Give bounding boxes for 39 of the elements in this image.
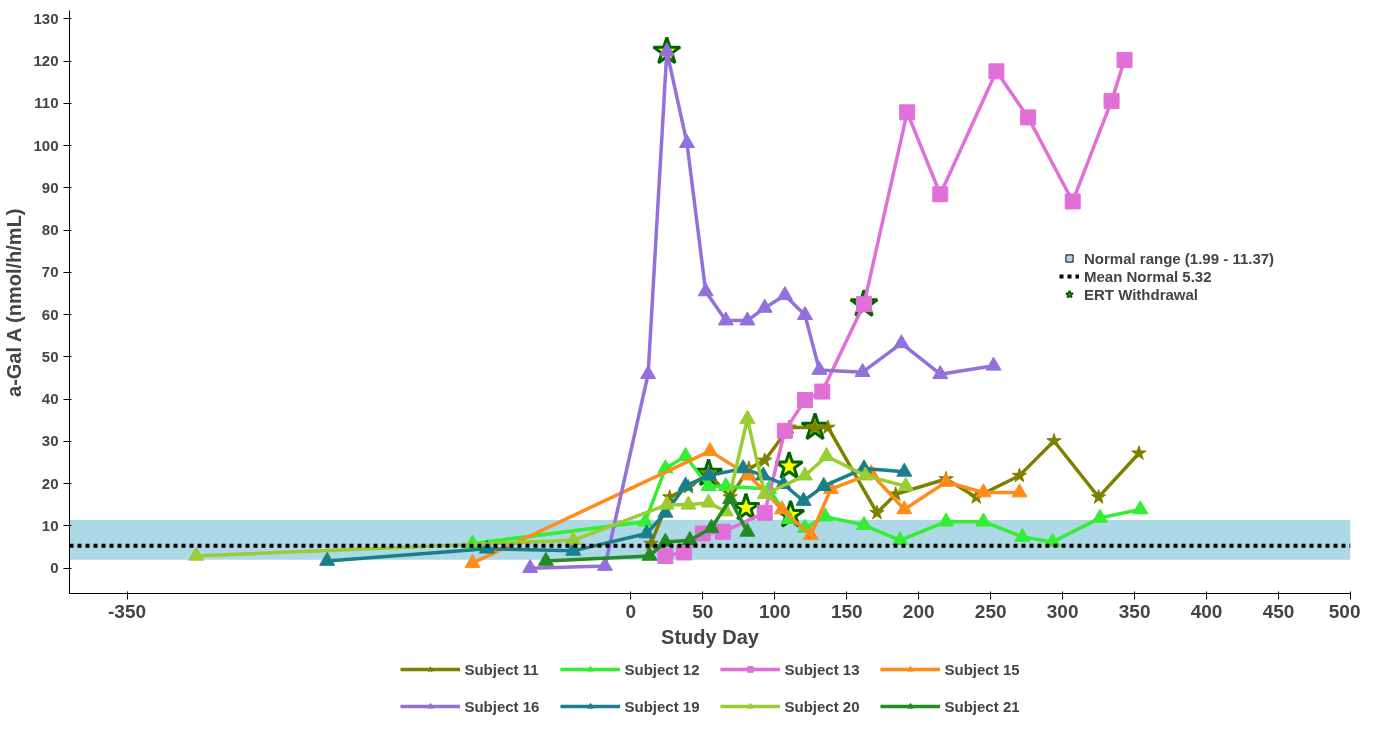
y-tick-label: 40 [41, 390, 59, 408]
y-tick-label: 130 [33, 9, 59, 27]
y-tick-label: 70 [41, 263, 59, 281]
y-tick-label: 80 [41, 221, 59, 239]
x-tick-label: 50 [692, 600, 714, 622]
y-tick-label: 0 [50, 559, 59, 577]
y-tick-label: 30 [41, 432, 59, 450]
x-tick-label: 500 [1328, 600, 1361, 622]
legend-label: Normal range (1.99 - 11.37) [1084, 249, 1275, 267]
y-tick-label: 100 [33, 136, 59, 154]
x-tick-label: 300 [1046, 600, 1079, 622]
legend-label: Subject 21 [944, 697, 1020, 715]
legend-label: Subject 16 [464, 697, 540, 715]
legend-label: Subject 15 [944, 660, 1020, 678]
x-tick-label: 200 [902, 600, 935, 622]
y-tick-label: 120 [33, 52, 59, 70]
y-tick-label: 10 [41, 516, 59, 534]
y-tick-label: 20 [41, 474, 59, 492]
y-tick-label: 50 [41, 347, 59, 365]
x-tick-label: 0 [625, 600, 637, 622]
y-tick-label: 60 [41, 305, 59, 323]
y-tick-label: 90 [41, 178, 59, 196]
y-tick-label: 110 [34, 94, 59, 112]
x-tick-label: 250 [974, 600, 1007, 622]
x-tick-label: 400 [1190, 600, 1223, 622]
legend-label: Subject 20 [784, 697, 860, 715]
x-axis-title: Study Day [661, 625, 760, 648]
legend-label: Subject 12 [624, 660, 700, 678]
x-tick-label: 150 [830, 600, 863, 622]
legend-label: Mean Normal 5.32 [1084, 267, 1212, 285]
x-tick-label: -350 [108, 600, 147, 622]
legend-label: Subject 19 [624, 697, 700, 715]
legend-label: Subject 13 [784, 660, 860, 678]
legend-label: ERT Withdrawal [1084, 285, 1199, 303]
x-tick-label: 450 [1262, 600, 1295, 622]
x-tick-label: 100 [758, 600, 791, 622]
y-axis-title: a-Gal A (nmol/h/mL) [3, 208, 26, 397]
x-tick-label: 350 [1118, 600, 1151, 622]
legend-label: Subject 11 [464, 660, 539, 678]
